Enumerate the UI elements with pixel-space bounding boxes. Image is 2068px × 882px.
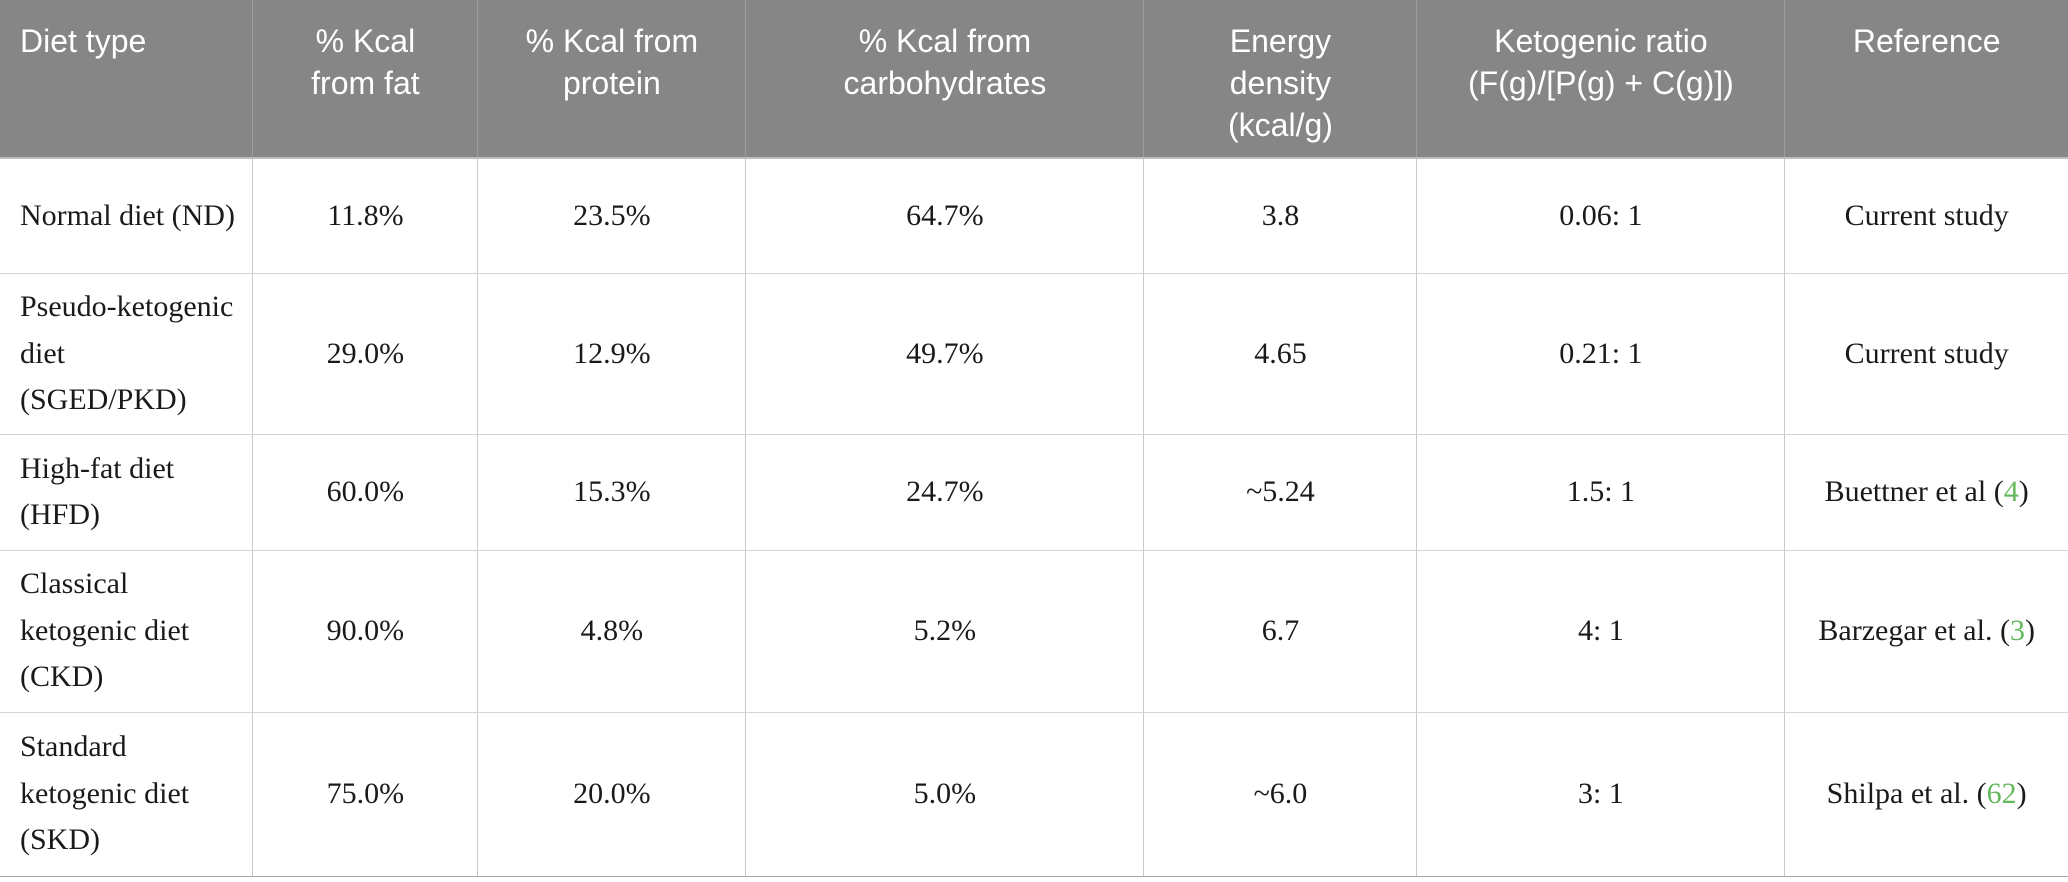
reference-text: Barzegar et al. ( <box>1818 613 2010 647</box>
energy-density-cell: ~5.24 <box>1143 434 1418 551</box>
column-header-label: Reference <box>1852 23 2001 59</box>
column-header-label: % Kcal from carbohydrates <box>843 23 1047 102</box>
reference-cell: Shilpa et al. (62) <box>1784 712 2068 877</box>
table-row: Normal diet (ND) 11.8% 23.5% 64.7% 3.8 0… <box>0 157 2068 275</box>
reference-cell: Buettner et al (4) <box>1784 434 2068 551</box>
reference-text: Current study <box>1844 198 2009 232</box>
kcal-carbohydrates-cell: 5.0% <box>745 712 1145 877</box>
column-header-label: Ketogenic ratio (F(g)/[P(g) + C(g)]) <box>1467 23 1734 102</box>
kcal-fat-cell: 60.0% <box>252 434 479 551</box>
energy-density-cell: ~6.0 <box>1143 712 1418 877</box>
header-row: Diet type % Kcal from fat % Kcal from pr… <box>0 0 2068 159</box>
kcal-protein-cell: 12.9% <box>477 273 747 435</box>
column-header-ketogenic-ratio: Ketogenic ratio (F(g)/[P(g) + C(g)]) <box>1416 0 1786 159</box>
column-header-label: Energy density (kcal/g) <box>1228 23 1333 144</box>
column-header-label: % Kcal from protein <box>525 23 699 102</box>
reference-suffix: ) <box>2018 474 2029 508</box>
kcal-protein-cell: 4.8% <box>477 550 747 713</box>
column-header-diet-type: Diet type <box>0 0 254 159</box>
energy-density-cell: 6.7 <box>1143 550 1418 713</box>
diet-type-cell: Classical ketogenic diet (CKD) <box>0 550 254 713</box>
reference-cell: Barzegar et al. (3) <box>1784 550 2068 713</box>
diet-type-cell: High-fat diet (HFD) <box>0 434 254 551</box>
citation-link[interactable]: 62 <box>1986 776 2017 810</box>
column-header-label: Diet type <box>20 23 147 59</box>
reference-text: Current study <box>1844 336 2009 370</box>
column-header-kcal-protein: % Kcal from protein <box>477 0 747 159</box>
column-header-energy-density: Energy density (kcal/g) <box>1143 0 1418 159</box>
column-header-label: % Kcal from fat <box>311 23 420 102</box>
table-row: Standard ketogenic diet (SKD) 75.0% 20.0… <box>0 712 2068 877</box>
kcal-protein-cell: 23.5% <box>477 157 747 275</box>
energy-density-cell: 4.65 <box>1143 273 1418 435</box>
column-header-reference: Reference <box>1784 0 2068 159</box>
kcal-carbohydrates-cell: 24.7% <box>745 434 1145 551</box>
reference-cell: Current study <box>1784 157 2068 275</box>
reference-text: Shilpa et al. ( <box>1826 776 1987 810</box>
kcal-carbohydrates-cell: 49.7% <box>745 273 1145 435</box>
ketogenic-ratio-cell: 4: 1 <box>1416 550 1786 713</box>
kcal-fat-cell: 11.8% <box>252 157 479 275</box>
ketogenic-ratio-cell: 3: 1 <box>1416 712 1786 877</box>
energy-density-cell: 3.8 <box>1143 157 1418 275</box>
reference-suffix: ) <box>2024 613 2035 647</box>
ketogenic-ratio-cell: 1.5: 1 <box>1416 434 1786 551</box>
reference-cell: Current study <box>1784 273 2068 435</box>
table-header: Diet type % Kcal from fat % Kcal from pr… <box>0 0 2068 159</box>
diet-type-cell: Standard ketogenic diet (SKD) <box>0 712 254 877</box>
diet-type-cell: Pseudo-ketogenic diet (SGED/PKD) <box>0 273 254 435</box>
citation-link[interactable]: 3 <box>2009 613 2025 647</box>
table-body: Normal diet (ND) 11.8% 23.5% 64.7% 3.8 0… <box>0 157 2068 877</box>
column-header-kcal-fat: % Kcal from fat <box>252 0 479 159</box>
diet-type-cell: Normal diet (ND) <box>0 157 254 275</box>
citation-link[interactable]: 4 <box>2003 474 2019 508</box>
kcal-carbohydrates-cell: 64.7% <box>745 157 1145 275</box>
kcal-fat-cell: 75.0% <box>252 712 479 877</box>
kcal-fat-cell: 29.0% <box>252 273 479 435</box>
kcal-fat-cell: 90.0% <box>252 550 479 713</box>
ketogenic-ratio-cell: 0.06: 1 <box>1416 157 1786 275</box>
table-row: Pseudo-ketogenic diet (SGED/PKD) 29.0% 1… <box>0 273 2068 435</box>
kcal-protein-cell: 15.3% <box>477 434 747 551</box>
ketogenic-ratio-cell: 0.21: 1 <box>1416 273 1786 435</box>
table-row: High-fat diet (HFD) 60.0% 15.3% 24.7% ~5… <box>0 434 2068 551</box>
reference-text: Buettner et al ( <box>1824 474 2004 508</box>
column-header-kcal-carbohydrates: % Kcal from carbohydrates <box>745 0 1145 159</box>
kcal-carbohydrates-cell: 5.2% <box>745 550 1145 713</box>
kcal-protein-cell: 20.0% <box>477 712 747 877</box>
table-row: Classical ketogenic diet (CKD) 90.0% 4.8… <box>0 550 2068 713</box>
reference-suffix: ) <box>2016 776 2027 810</box>
